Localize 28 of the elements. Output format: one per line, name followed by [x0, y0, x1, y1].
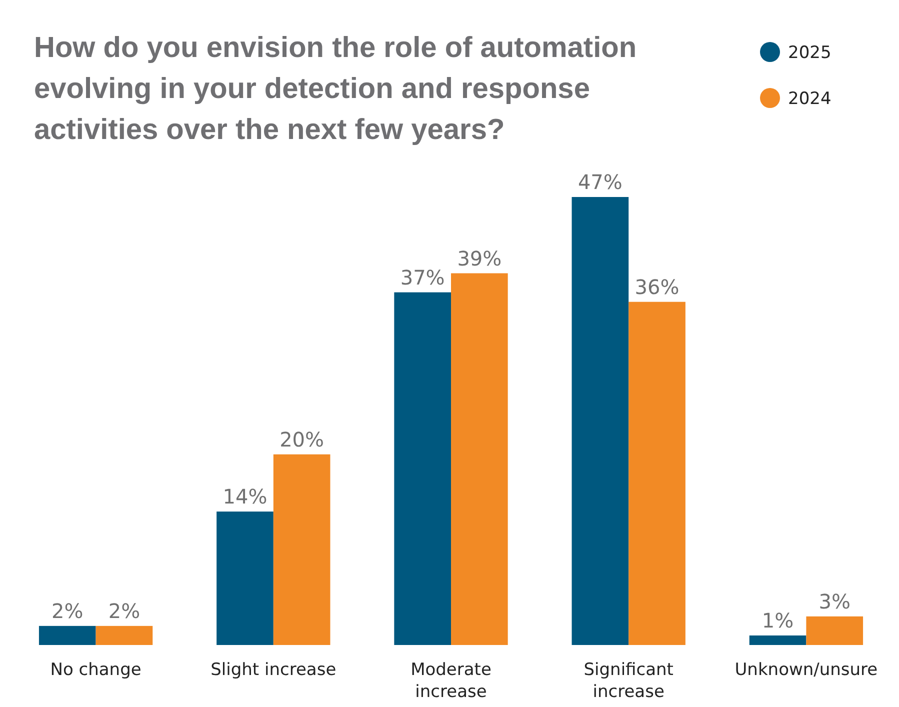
data-label: 39% — [457, 246, 502, 270]
data-label: 37% — [400, 265, 445, 290]
x-tick-label: Moderate increase — [410, 660, 492, 702]
chart-title: How do you envision the role of automation evolving in your detection and response activities over the next few years? — [34, 32, 637, 146]
legend-label: 2024 — [788, 89, 832, 109]
data-label: 20% — [280, 427, 324, 452]
data-label: 2% — [52, 598, 84, 623]
data-label: 36% — [634, 274, 680, 299]
legend-label: 2025 — [788, 43, 832, 63]
data-label: 47% — [578, 170, 622, 194]
x-tick-label: Unknown/unsure — [734, 660, 878, 680]
bar — [38, 626, 96, 645]
x-tick-label: Significant increase — [584, 660, 674, 702]
bar — [394, 292, 451, 645]
data-label: 1% — [762, 608, 794, 632]
bar — [806, 616, 864, 645]
x-tick-label: Slight increase — [210, 660, 336, 680]
bar — [273, 454, 330, 645]
x-tick-label: No change — [50, 660, 142, 680]
bar — [451, 273, 508, 645]
bar — [749, 635, 806, 645]
bar — [216, 512, 274, 645]
data-label: 3% — [818, 589, 850, 614]
data-label: 2% — [108, 598, 140, 623]
bar — [96, 626, 153, 645]
bar — [572, 197, 629, 645]
bar — [628, 302, 686, 645]
data-label: 14% — [222, 484, 268, 509]
